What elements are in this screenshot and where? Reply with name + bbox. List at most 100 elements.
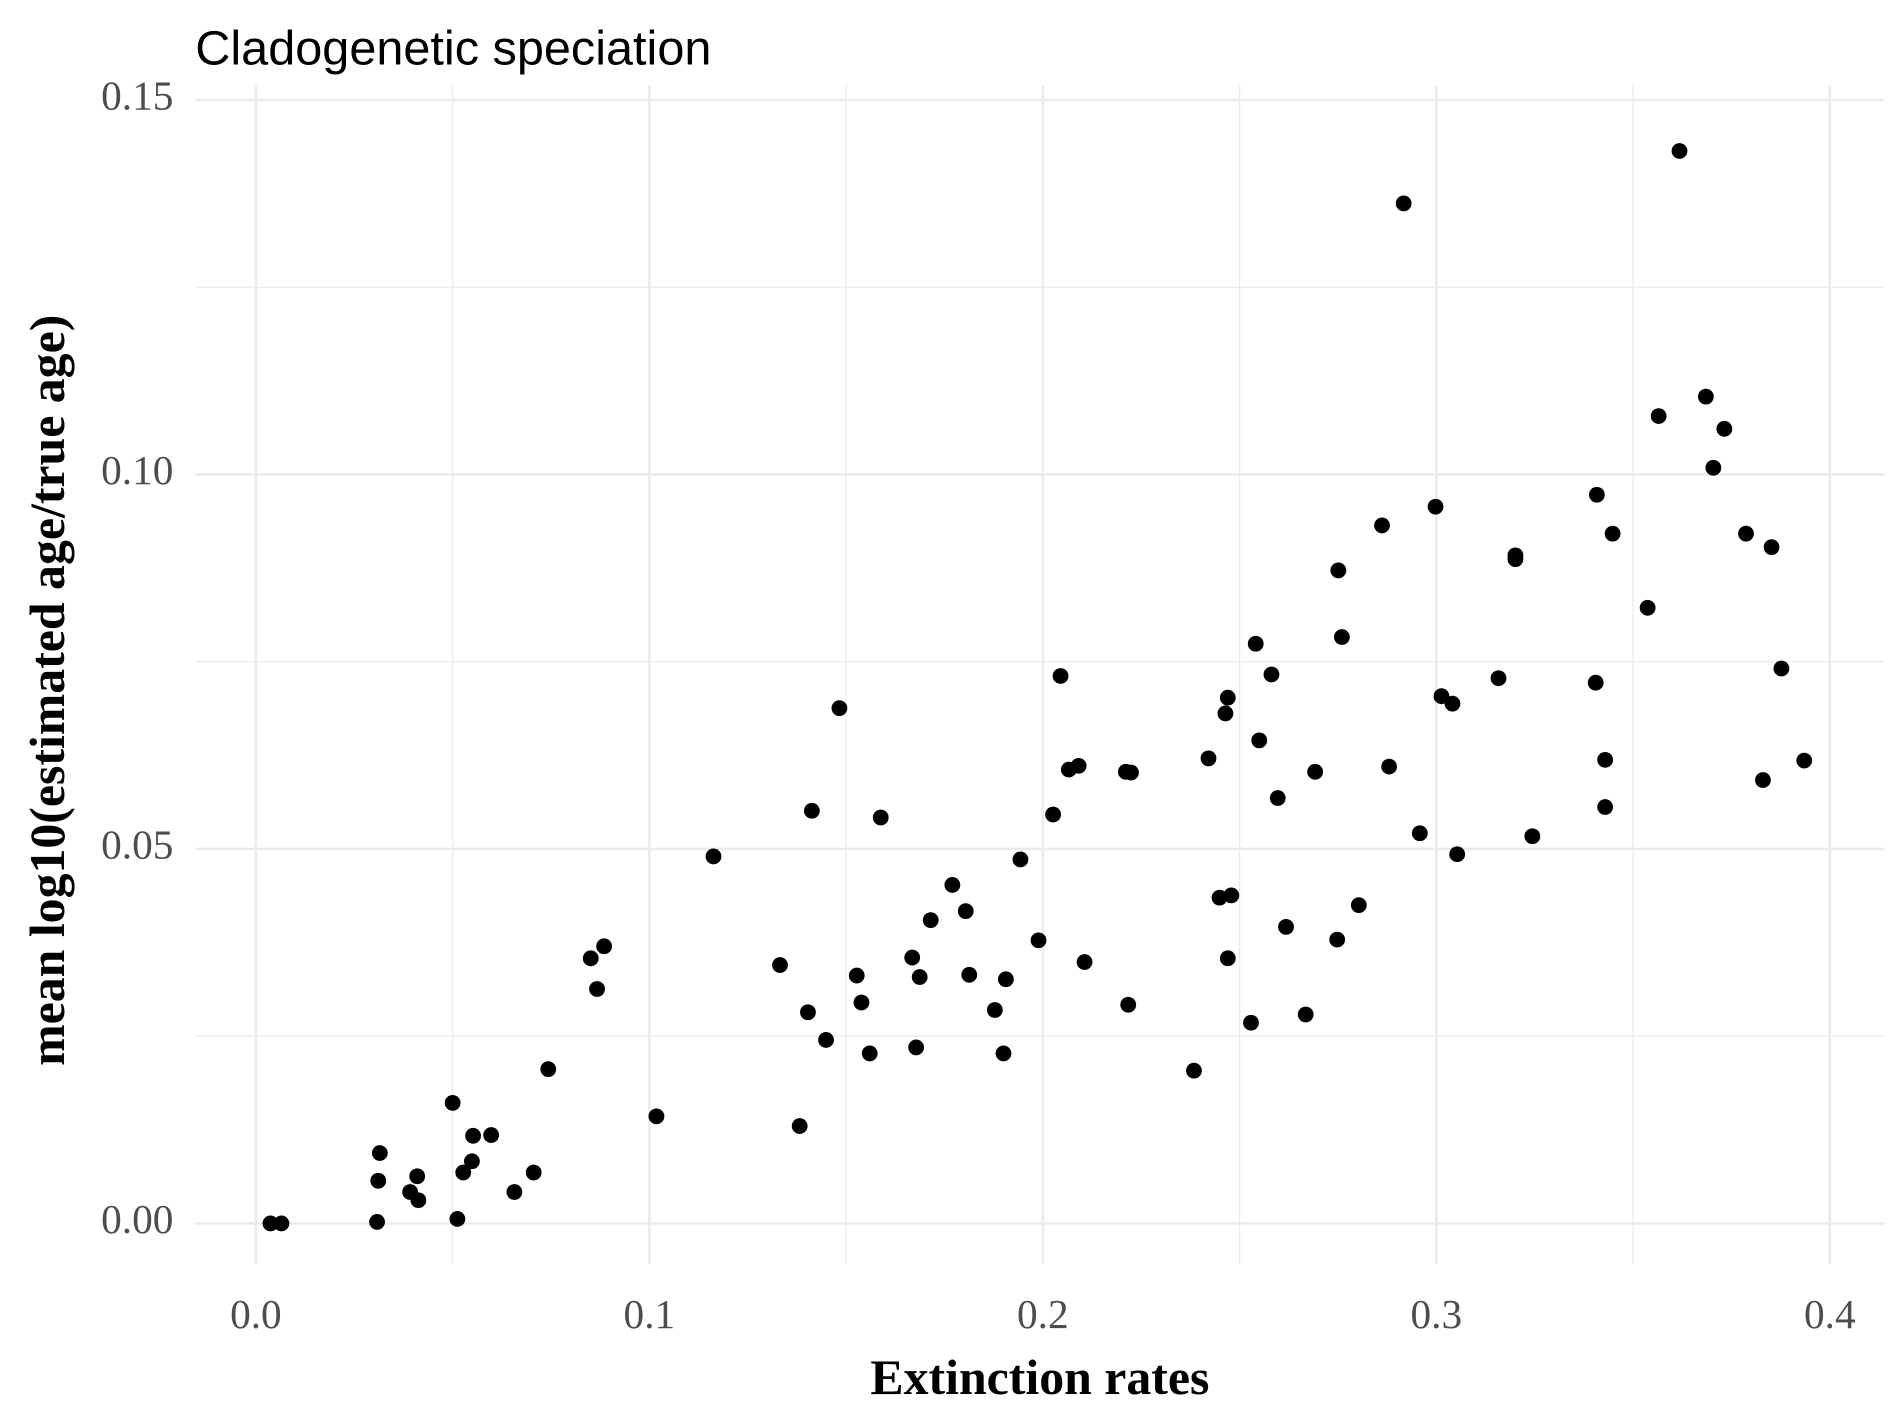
grid — [195, 85, 1885, 1264]
point — [1333, 629, 1350, 645]
point — [506, 1184, 523, 1200]
point — [1123, 764, 1139, 781]
point — [872, 809, 889, 826]
point — [409, 1168, 426, 1185]
x-tick-label: 0.4 — [1804, 1291, 1856, 1337]
point — [1211, 889, 1228, 906]
point — [1263, 666, 1280, 683]
point — [1076, 954, 1093, 970]
point — [1444, 695, 1461, 712]
point — [904, 949, 921, 966]
point — [582, 950, 599, 967]
point — [1427, 498, 1444, 515]
point — [371, 1145, 388, 1161]
point — [1381, 758, 1398, 775]
point — [1738, 525, 1754, 542]
point — [803, 802, 820, 819]
point — [1251, 732, 1268, 749]
point — [1269, 790, 1286, 806]
point — [1507, 551, 1524, 568]
x-tick-label: 0.2 — [1017, 1291, 1069, 1337]
point — [908, 1039, 925, 1056]
point — [911, 969, 928, 985]
y-tick-label: 0.15 — [101, 73, 173, 119]
y-tick-label: 0.10 — [101, 447, 173, 493]
point — [1120, 996, 1137, 1013]
point — [1200, 750, 1217, 767]
point — [1671, 143, 1688, 159]
x-tick-label: 0.0 — [230, 1291, 282, 1337]
point — [1329, 931, 1346, 948]
point — [986, 1002, 1003, 1018]
point — [1597, 751, 1614, 768]
point — [1219, 950, 1236, 967]
point — [483, 1127, 500, 1143]
point — [1395, 195, 1412, 212]
point — [1012, 851, 1029, 868]
point — [1297, 1006, 1314, 1023]
point — [1350, 897, 1367, 914]
point — [961, 966, 978, 983]
point — [369, 1214, 385, 1230]
x-tick-label: 0.3 — [1411, 1291, 1463, 1337]
point — [1433, 688, 1450, 705]
point — [465, 1127, 481, 1144]
point — [464, 1153, 480, 1170]
point — [831, 700, 848, 717]
point — [648, 1108, 665, 1125]
point — [848, 967, 865, 984]
point — [1219, 689, 1236, 706]
point — [1587, 674, 1604, 691]
point — [1524, 828, 1541, 845]
point — [818, 1032, 834, 1048]
point — [995, 1045, 1012, 1062]
point — [800, 1004, 816, 1021]
point — [1449, 846, 1466, 863]
point — [1411, 825, 1428, 842]
point — [853, 994, 870, 1011]
point — [1490, 670, 1507, 687]
point — [540, 1061, 557, 1078]
point — [1604, 525, 1621, 542]
point — [1588, 486, 1605, 503]
point — [1597, 799, 1614, 815]
point — [1070, 757, 1087, 774]
point — [1217, 705, 1234, 722]
point — [1052, 668, 1069, 684]
point — [1243, 1014, 1259, 1031]
point — [1796, 752, 1813, 769]
point — [1374, 517, 1390, 534]
point — [1763, 539, 1780, 556]
point — [772, 957, 788, 973]
point — [589, 981, 605, 997]
point — [1755, 772, 1771, 788]
point — [262, 1215, 279, 1232]
point — [1247, 635, 1264, 652]
point — [1650, 408, 1667, 424]
point — [1697, 388, 1714, 405]
point — [1278, 918, 1294, 935]
point — [944, 877, 961, 893]
point — [1223, 887, 1240, 904]
point — [525, 1164, 542, 1181]
point — [1330, 562, 1347, 579]
point — [1307, 763, 1324, 780]
point — [1030, 932, 1047, 949]
y-tick-label: 0.00 — [101, 1196, 173, 1242]
point — [455, 1164, 472, 1181]
point — [957, 903, 974, 920]
point — [705, 848, 722, 865]
point — [1716, 420, 1733, 437]
point — [791, 1118, 808, 1134]
x-tick-label: 0.1 — [624, 1291, 676, 1337]
point — [1773, 660, 1790, 677]
point — [861, 1045, 878, 1062]
point — [1639, 599, 1656, 616]
point — [1705, 459, 1722, 476]
point — [444, 1094, 461, 1111]
point — [370, 1172, 387, 1189]
x-axis-title: Extinction rates — [870, 1350, 1209, 1405]
point — [596, 938, 613, 955]
point — [1045, 806, 1061, 823]
